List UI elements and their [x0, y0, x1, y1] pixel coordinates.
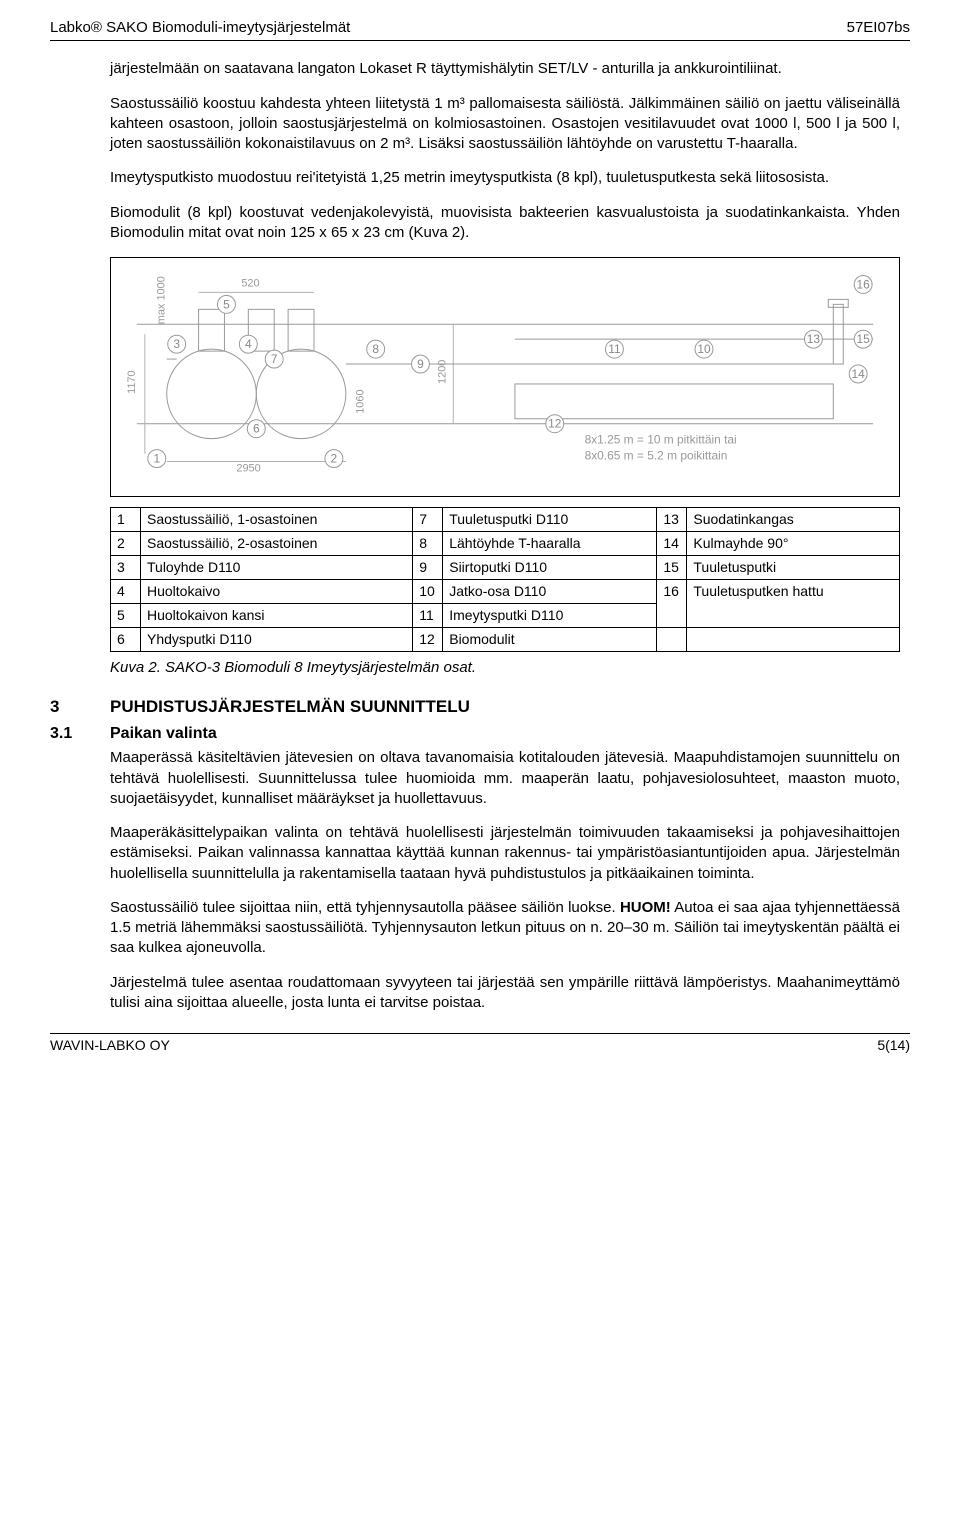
footer-right: 5(14) [877, 1036, 910, 1055]
page-footer: WAVIN-LABKO OY 5(14) [50, 1033, 910, 1055]
section-3-1: 3.1 Paikan valinta [50, 723, 910, 745]
table-row: 6 Yhdysputki D110 12 Biomodulit [111, 627, 900, 651]
callout-16: 16 [854, 276, 872, 294]
table-row: 3 Tuloyhde D110 9 Siirtoputki D110 15 Tu… [111, 556, 900, 580]
svg-text:15: 15 [857, 332, 871, 346]
svg-text:13: 13 [807, 332, 821, 346]
paragraph-3: Imeytysputkisto muodostuu rei'itetyistä … [110, 168, 900, 188]
callout-3: 3 [168, 335, 186, 353]
page-header: Labko® SAKO Biomoduli-imeytysjärjestelmä… [50, 18, 910, 41]
svg-text:7: 7 [271, 352, 278, 366]
figure-caption: Kuva 2. SAKO-3 Biomoduli 8 Imeytysjärjes… [110, 658, 900, 678]
callout-11: 11 [605, 340, 623, 358]
svg-text:2: 2 [331, 452, 338, 466]
svg-text:11: 11 [608, 342, 621, 356]
callout-10: 10 [695, 340, 713, 358]
svg-text:520: 520 [241, 277, 259, 289]
paragraph-8: Järjestelmä tulee asentaa roudattomaan s… [110, 973, 900, 1014]
callout-12: 12 [546, 415, 564, 433]
paragraph-1: järjestelmään on saatavana langaton Loka… [110, 59, 900, 79]
paragraph-6: Maaperäkäsittelypaikan valinta on tehtäv… [110, 823, 900, 884]
callout-15: 15 [854, 330, 872, 348]
callout-5: 5 [217, 295, 235, 313]
callout-14: 14 [849, 365, 867, 383]
header-right: 57EI07bs [847, 18, 910, 38]
parts-table: 1 Saostussäiliö, 1-osastoinen 7 Tuuletus… [110, 507, 900, 651]
callout-9: 9 [411, 355, 429, 373]
header-left: Labko® SAKO Biomoduli-imeytysjärjestelmä… [50, 18, 350, 38]
callout-6: 6 [247, 420, 265, 438]
callout-4: 4 [239, 335, 257, 353]
svg-text:10: 10 [697, 342, 711, 356]
huom-label: HUOM! [620, 899, 671, 916]
paragraph-2: Saostussäiliö koostuu kahdesta yhteen li… [110, 94, 900, 155]
svg-text:1060: 1060 [355, 389, 367, 413]
svg-text:12: 12 [548, 417, 562, 431]
svg-text:6: 6 [253, 422, 260, 436]
svg-text:14: 14 [852, 367, 866, 381]
svg-text:4: 4 [245, 337, 252, 351]
callout-2: 2 [325, 450, 343, 468]
section-3: 3 PUHDISTUSJÄRJESTELMÄN SUUNNITTELU [50, 696, 910, 719]
paragraph-7: Saostussäiliö tulee sijoittaa niin, että… [110, 898, 900, 959]
svg-text:1: 1 [153, 452, 160, 466]
svg-text:16: 16 [857, 277, 871, 291]
svg-text:1200: 1200 [436, 360, 448, 384]
svg-text:2950: 2950 [236, 462, 260, 474]
callout-1: 1 [148, 450, 166, 468]
paragraph-4: Biomodulit (8 kpl) koostuvat vedenjakole… [110, 203, 900, 244]
svg-text:1170: 1170 [126, 370, 138, 394]
callout-7: 7 [265, 350, 283, 368]
svg-text:8x0.65 m = 5.2 m poikittain: 8x0.65 m = 5.2 m poikittain [585, 449, 728, 463]
svg-text:5: 5 [223, 297, 230, 311]
callout-8: 8 [367, 340, 385, 358]
table-row: 2 Saostussäiliö, 2-osastoinen 8 Lähtöyhd… [111, 532, 900, 556]
callout-13: 13 [804, 330, 822, 348]
svg-text:9: 9 [417, 357, 424, 371]
footer-left: WAVIN-LABKO OY [50, 1036, 170, 1055]
svg-text:max 1000: max 1000 [156, 276, 168, 324]
diagram-figure: 1170 max 1000 520 2950 1060 [110, 257, 900, 497]
table-row: 1 Saostussäiliö, 1-osastoinen 7 Tuuletus… [111, 508, 900, 532]
svg-text:3: 3 [173, 337, 180, 351]
svg-text:8x1.25 m = 10 m pitkittäin tai: 8x1.25 m = 10 m pitkittäin tai [585, 433, 737, 447]
table-row: 4 Huoltokaivo 10 Jatko-osa D110 16 Tuule… [111, 579, 900, 603]
diagram-svg: 1170 max 1000 520 2950 1060 [117, 264, 893, 484]
paragraph-5: Maaperässä käsiteltävien jätevesien on o… [110, 748, 900, 809]
svg-text:8: 8 [372, 342, 379, 356]
